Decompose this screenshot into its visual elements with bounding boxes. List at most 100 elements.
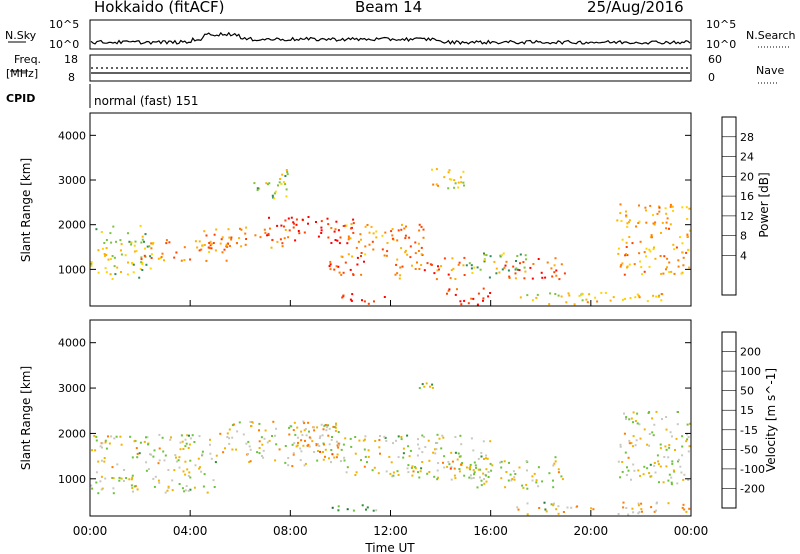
velocity-cell [473, 473, 475, 476]
velocity-cell [461, 462, 464, 464]
velocity-cell [557, 505, 560, 508]
velocity-cell [163, 459, 166, 462]
power-cell [456, 288, 458, 291]
velocity-cell [454, 451, 457, 454]
power-cell [320, 232, 323, 234]
power-cell [682, 256, 685, 259]
velocity-cell [176, 460, 179, 463]
velocity-cell [576, 505, 579, 508]
velocity-cell [472, 469, 475, 472]
power-cell [465, 264, 468, 267]
power-cell [256, 189, 259, 192]
velocity-cell [326, 426, 328, 429]
velocity-cell [416, 454, 419, 457]
velocity-cell [477, 457, 480, 460]
power-cell [594, 296, 597, 299]
power-cell [400, 247, 403, 250]
velocity-cell [203, 473, 206, 476]
velocity-cell [263, 437, 266, 440]
velocity-cell [271, 435, 273, 437]
velocity-cell [475, 466, 478, 469]
velocity-cell [670, 476, 673, 479]
velocity-cell [128, 478, 131, 481]
power-cell [459, 300, 462, 303]
power-cell [567, 292, 570, 295]
velocity-cell [637, 502, 640, 505]
power-cell [688, 229, 691, 232]
power-cell [391, 237, 394, 240]
power-cell [423, 269, 426, 272]
power-cell [329, 260, 332, 263]
velocity-cell [676, 482, 679, 485]
power-cell [418, 229, 421, 232]
velocity-cell [658, 481, 660, 484]
velocity-cell [555, 508, 558, 511]
power-cell [258, 187, 261, 190]
power-cell [395, 263, 398, 266]
velocity-cell [375, 509, 378, 512]
velocity-cell [411, 465, 414, 468]
power-cell [636, 293, 639, 296]
velocity-cell [184, 445, 187, 448]
power-cell [297, 230, 300, 232]
power-cell [688, 207, 691, 210]
velocity-cell [226, 436, 229, 438]
power-cell [230, 236, 233, 239]
power-cell [335, 220, 338, 223]
power-cell [662, 272, 665, 275]
velocity-cell [463, 474, 466, 477]
power-cell [447, 289, 450, 292]
power-cell [463, 299, 466, 302]
power-cell [531, 277, 534, 280]
power-cell [621, 262, 624, 265]
power-cell [351, 255, 354, 258]
power-cell [139, 268, 142, 270]
power-cell [330, 242, 333, 244]
velocity-cell [231, 436, 234, 439]
velocity-cell [91, 449, 93, 452]
power-cell [235, 242, 238, 245]
velocity-cell [250, 425, 253, 427]
power-cell [626, 254, 629, 257]
velocity-cell [479, 468, 482, 471]
power-cell [351, 293, 354, 296]
power-cell [149, 267, 152, 270]
velocity-cell [188, 434, 190, 437]
power-cell [414, 252, 417, 255]
velocity-cell [291, 465, 294, 468]
power-cell [285, 188, 288, 191]
velocity-cell [552, 504, 555, 507]
power-cell [210, 243, 213, 245]
velocity-cell [322, 451, 324, 453]
velocity-cell [622, 501, 625, 504]
velocity-cell [306, 444, 309, 447]
velocity-cell [258, 422, 261, 425]
velocity-cell [378, 446, 381, 449]
velocity-cell [231, 448, 234, 451]
power-cell [333, 268, 336, 271]
velocity-cell [334, 426, 337, 429]
power-cell [370, 225, 373, 228]
power-cell [645, 255, 648, 258]
power-cell [404, 249, 407, 252]
power-cell [585, 298, 588, 301]
velocity-cell [485, 457, 487, 460]
velocity-cell [334, 429, 337, 432]
power-cell [499, 254, 502, 257]
velocity-cell [637, 469, 640, 472]
velocity-cell [164, 491, 167, 494]
velocity-cell [634, 444, 637, 447]
power-cell [661, 221, 664, 224]
power-cell [214, 249, 217, 252]
velocity-cell [682, 478, 685, 481]
velocity-cell [147, 468, 150, 471]
power-cell [349, 268, 352, 271]
power-cell [107, 258, 110, 261]
velocity-cell [178, 456, 181, 459]
y-tick-label: 3000 [58, 174, 86, 187]
velocity-cell [97, 460, 100, 463]
velocity-cell [653, 464, 656, 467]
power-cell [586, 301, 589, 304]
velocity-cell [434, 452, 437, 455]
velocity-y-axis: 4000 3000 2000 1000 [58, 337, 691, 486]
